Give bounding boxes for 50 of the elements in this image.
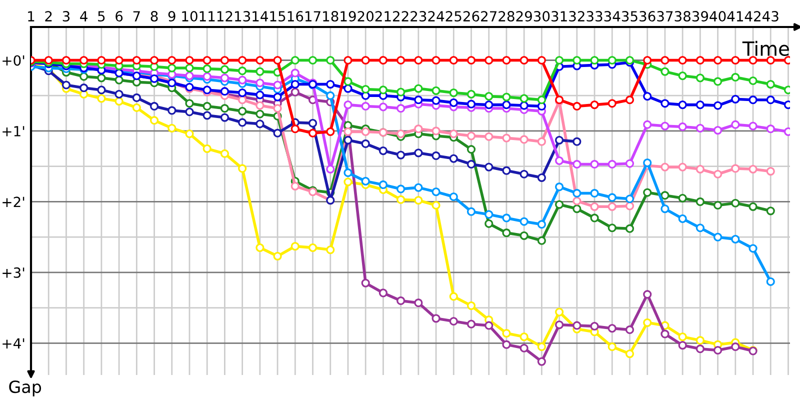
- x-tick-label: 21: [375, 11, 391, 22]
- x-tick-label: 1: [28, 11, 34, 22]
- x-tick-label: 7: [133, 11, 140, 22]
- x-tick-label: 28: [498, 11, 514, 22]
- x-tick-label: 8: [150, 11, 158, 22]
- y-axis-title: Gap: [9, 380, 42, 396]
- x-tick-label: 3: [62, 11, 70, 22]
- x-tick-label: 33: [586, 11, 602, 22]
- x-tick-label: 5: [98, 11, 105, 22]
- x-tick-label: 37: [657, 11, 673, 22]
- x-tick-label: 11: [200, 11, 215, 22]
- y-tick-label: +4': [2, 338, 24, 348]
- x-tick-label: 43: [762, 11, 778, 22]
- x-tick-label: 4: [80, 11, 88, 22]
- x-tick-label: 24: [428, 11, 444, 22]
- y-tick-label: +0': [2, 55, 24, 66]
- x-tick-label: 32: [569, 11, 584, 22]
- x-tick-label: 15: [270, 11, 286, 22]
- y-tick-label: +2': [2, 196, 24, 207]
- x-tick-label: 9: [168, 11, 176, 22]
- x-tick-label: 10: [182, 11, 198, 22]
- x-tick-label: 41: [727, 11, 743, 22]
- x-tick-label: 17: [305, 11, 320, 22]
- x-tick-label: 2: [45, 11, 52, 22]
- x-tick-label: 40: [710, 11, 726, 22]
- x-tick-label: 6: [116, 11, 123, 22]
- x-tick-label: 22: [392, 11, 408, 22]
- y-tick-label: +3': [2, 267, 24, 278]
- x-tick-label: 34: [604, 11, 620, 22]
- x-tick-label: 19: [340, 11, 356, 22]
- x-tick-label: 26: [463, 11, 480, 22]
- y-tick-label: +1': [2, 126, 24, 136]
- x-tick-label: 25: [446, 11, 462, 22]
- x-tick-label: 36: [640, 11, 656, 22]
- x-tick-label: 12: [217, 11, 232, 22]
- x-tick-label: 38: [674, 11, 690, 22]
- x-tick-label: 42: [744, 11, 760, 22]
- x-tick-label: 14: [252, 11, 268, 22]
- x-tick-label: 23: [410, 11, 426, 22]
- x-tick-label: 39: [692, 11, 708, 22]
- x-tick-label: 27: [481, 11, 497, 22]
- x-tick-label: 16: [288, 11, 304, 22]
- x-axis-title: Time: [742, 40, 789, 56]
- x-tick-label: 31: [552, 11, 567, 22]
- x-tick-label: 30: [534, 11, 550, 22]
- x-tick-label: 35: [622, 11, 638, 22]
- x-tick-label: 20: [358, 11, 374, 22]
- x-tick-label: 18: [323, 11, 338, 22]
- x-tick-label: 29: [516, 11, 532, 22]
- x-tick-label: 13: [235, 11, 250, 22]
